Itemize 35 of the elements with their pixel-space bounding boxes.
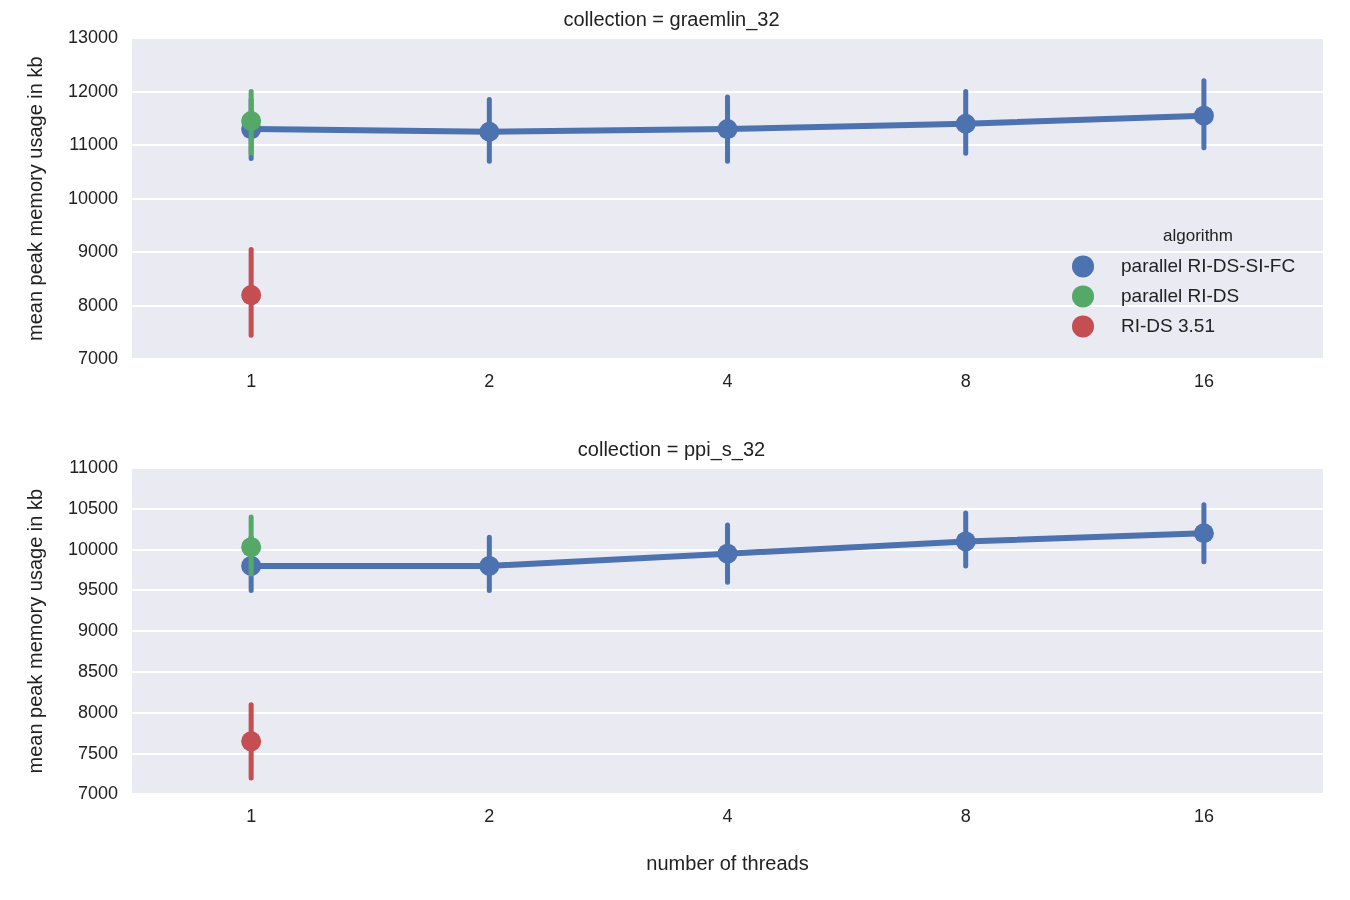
y-tick-label: 9000 [78,241,119,262]
y-tick-label: 8500 [78,660,119,681]
y-tick-label: 10000 [67,538,119,559]
chart-title: collection = ppi_s_32 [577,437,766,461]
y-tick-label: 9500 [78,579,119,600]
y-tick-label: 7000 [78,783,119,804]
x-tick-label: 4 [722,806,733,827]
x-tick-label: 2 [484,371,495,392]
x-tick-label: 16 [1193,371,1214,392]
y-tick-label: 10000 [67,187,119,208]
y-tick-label: 12000 [67,80,119,101]
x-tick-label: 2 [484,806,495,827]
x-tick-label: 1 [246,371,257,392]
x-tick-label: 4 [722,371,733,392]
y-tick-label: 9000 [78,620,119,641]
y-tick-label: 10500 [67,497,119,518]
x-tick-label: 16 [1193,806,1214,827]
y-tick-label: 8000 [78,294,119,315]
y-tick-label: 13000 [67,26,119,47]
x-tick-label: 8 [960,806,971,827]
y-tick-label: 7000 [78,348,119,369]
chart-title: collection = graemlin_32 [563,7,780,31]
legend-label: parallel RI-DS [1121,284,1240,306]
y-axis-title: mean peak memory usage in kb [23,56,46,341]
y-axis-title: mean peak memory usage in kb [23,488,46,774]
legend-label: RI-DS 3.51 [1121,314,1215,336]
x-tick-label: 1 [246,806,257,827]
y-tick-label: 11000 [69,456,119,477]
x-axis-title: number of threads [646,851,809,874]
x-tick-label: 8 [960,371,971,392]
legend-label: parallel RI-DS-SI-FC [1121,254,1296,276]
legend-title: algorithm [1163,226,1233,246]
y-tick-label: 7500 [78,742,119,763]
y-tick-label: 8000 [78,701,119,722]
y-tick-label: 11000 [69,134,119,155]
